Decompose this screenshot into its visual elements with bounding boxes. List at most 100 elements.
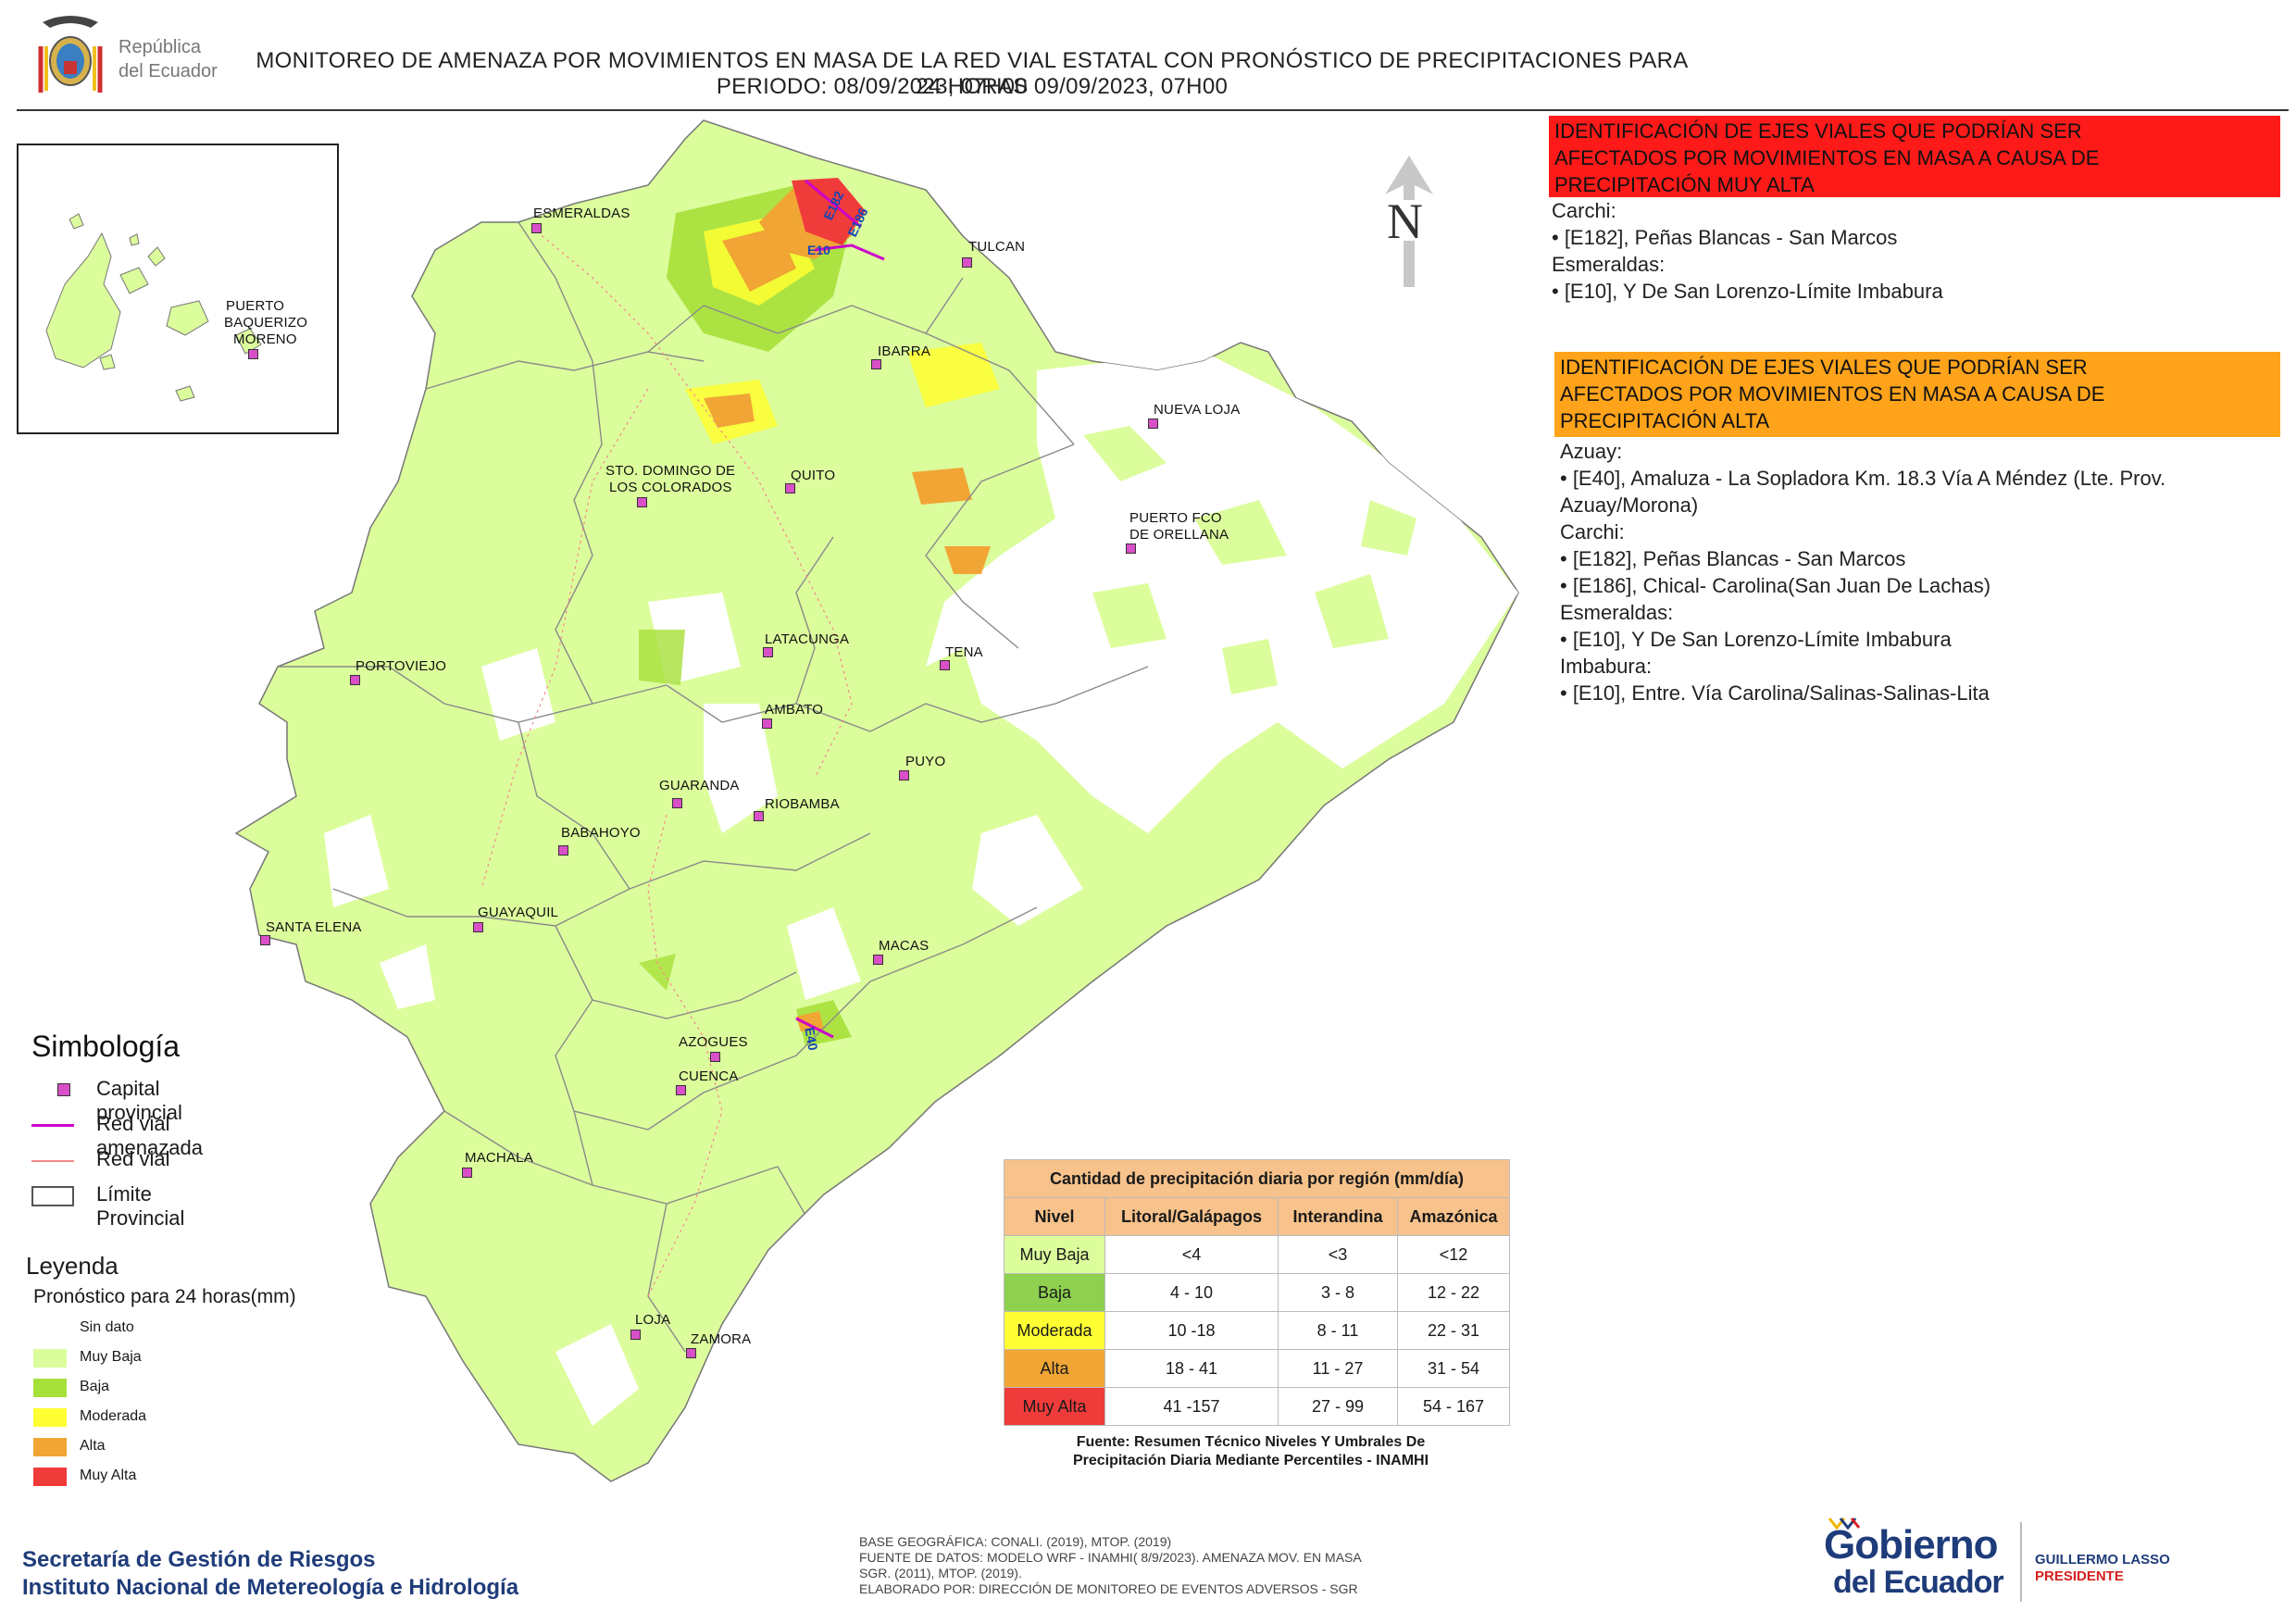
table-level-cell: Baja <box>1004 1273 1105 1312</box>
panel-line: Imbabura: <box>1560 655 1653 678</box>
capital-marker <box>248 349 258 359</box>
city-label: MACHALA <box>465 1150 533 1166</box>
table-level-cell: Alta <box>1004 1349 1105 1388</box>
leyenda-label: Alta <box>80 1438 106 1454</box>
map-period: PERIODO: 08/09/2023, 07H00 09/09/2023, 0… <box>716 74 1229 99</box>
coat-of-arms-icon <box>38 16 103 93</box>
city-label-puerto-baquerizo-2: BAQUERIZO <box>224 315 308 331</box>
table-cell: 31 - 54 <box>1397 1349 1510 1388</box>
leyenda-swatch <box>33 1438 67 1456</box>
source-line: ELABORADO POR: DIRECCIÓN DE MONITOREO DE… <box>859 1581 1358 1596</box>
table-header: Nivel <box>1004 1197 1105 1236</box>
gobierno-line1: Gobierno <box>1824 1522 1999 1568</box>
panel-red-header-line: AFECTADOS POR MOVIMIENTOS EN MASA A CAUS… <box>1554 146 2100 169</box>
table-row: Baja 4 - 10 3 - 8 12 - 22 <box>1004 1273 1510 1312</box>
simbologia-label: Límite Provincial <box>96 1182 185 1230</box>
city-label: GUAYAQUIL <box>478 905 559 920</box>
map-title: MONITOREO DE AMENAZA POR MOVIMIENTOS EN … <box>256 48 1689 99</box>
simbologia-item: Red vial amenazada <box>31 1108 203 1159</box>
source-line: BASE GEOGRÁFICA: CONALI. (2019), MTOP. (… <box>859 1534 1172 1549</box>
panel-orange-header-line: IDENTIFICACIÓN DE EJES VIALES QUE PODRÍA… <box>1560 356 2088 379</box>
capital-marker <box>531 223 542 233</box>
table-cell: 8 - 11 <box>1278 1311 1398 1350</box>
panel-red-body: Carchi: • [E182], Peñas Blancas - San Ma… <box>1552 197 1943 305</box>
simbologia-label: Red vial <box>96 1147 170 1170</box>
leyenda-label: Moderada <box>80 1408 147 1424</box>
panel-line: • [E10], Y De San Lorenzo-Límite Imbabur… <box>1552 280 1943 303</box>
republica-logo: República del Ecuador <box>33 9 237 102</box>
table-level-cell: Moderada <box>1004 1311 1105 1350</box>
table-cell: 27 - 99 <box>1278 1387 1398 1426</box>
capital-marker <box>763 647 773 657</box>
table-cell: 11 - 27 <box>1278 1349 1398 1388</box>
capital-symbol <box>31 1081 74 1099</box>
precipitation-table: Cantidad de precipitación diaria por reg… <box>1004 1159 1510 1426</box>
limite-provincial-symbol <box>31 1186 74 1206</box>
red-vial-symbol <box>31 1151 74 1169</box>
table-row: Muy Baja <4 <3 <12 <box>1004 1235 1510 1274</box>
city-label-puerto-baquerizo-1: PUERTO <box>226 298 285 314</box>
leyenda-item: Moderada <box>33 1403 296 1432</box>
table-cell: <12 <box>1397 1235 1510 1274</box>
city-label: ZAMORA <box>691 1331 752 1347</box>
table-cell: 3 - 8 <box>1278 1273 1398 1312</box>
city-label: PUYO <box>905 754 946 769</box>
city-label: DE ORELLANA <box>1129 527 1229 543</box>
capital-marker <box>462 1168 472 1178</box>
north-arrow: N <box>1381 152 1437 291</box>
table-title: Cantidad de precipitación diaria por reg… <box>1004 1159 1510 1198</box>
capital-marker <box>1148 418 1158 429</box>
no-data-areas <box>324 352 1518 1426</box>
panel-orange-header: IDENTIFICACIÓN DE EJES VIALES QUE PODRÍA… <box>1554 352 2280 437</box>
panel-orange-body: Azuay: • [E40], Amaluza - La Sopladora K… <box>1560 438 2165 706</box>
panel-orange-header-line: AFECTADOS POR MOVIMIENTOS EN MASA A CAUS… <box>1560 382 2105 406</box>
capital-marker <box>630 1330 641 1340</box>
table-source: Fuente: Resumen Técnico Niveles Y Umbral… <box>1004 1433 1498 1470</box>
capital-marker <box>350 675 360 685</box>
city-label: LATACUNGA <box>765 631 850 647</box>
city-label: PORTOVIEJO <box>356 658 447 674</box>
table-row: Muy Alta 41 -157 27 - 99 54 - 167 <box>1004 1387 1510 1426</box>
agency-sgr: Secretaría de Gestión de Riesgos <box>22 1547 376 1572</box>
city-label: LOJA <box>635 1312 671 1328</box>
table-cell: <3 <box>1278 1235 1398 1274</box>
city-label: IBARRA <box>878 344 931 359</box>
city-label: MACAS <box>879 938 930 954</box>
galapagos-map <box>45 213 262 402</box>
leyenda-title: Leyenda <box>26 1252 119 1280</box>
capital-marker <box>1126 543 1136 554</box>
city-label: NUEVA LOJA <box>1154 402 1241 418</box>
city-label: AMBATO <box>765 702 824 718</box>
panel-line: Esmeraldas: <box>1552 253 1666 276</box>
north-arrow-icon <box>1385 156 1433 287</box>
capital-marker <box>686 1348 696 1358</box>
leyenda-swatch <box>33 1408 67 1427</box>
city-label: BABAHOYO <box>561 825 641 841</box>
city-label: ESMERALDAS <box>533 206 630 221</box>
capital-marker <box>676 1085 686 1095</box>
capital-marker <box>785 483 795 493</box>
leyenda-swatch <box>33 1349 67 1368</box>
table-cell: <4 <box>1104 1235 1279 1274</box>
panel-line: Esmeraldas: <box>1560 601 1674 624</box>
agency-inamhi: Instituto Nacional de Metereología e Hid… <box>22 1575 519 1600</box>
logo-line2: del Ecuador <box>119 61 218 81</box>
leyenda-label: Muy Baja <box>80 1349 142 1365</box>
table-header: Litoral/Galápagos <box>1104 1197 1279 1236</box>
red-vial-amenazada-symbol <box>31 1116 74 1134</box>
city-label: LOS COLORADOS <box>609 480 732 495</box>
city-label-puerto-baquerizo-3: MORENO <box>233 331 297 347</box>
panel-red-header-line: PRECIPITACIÓN MUY ALTA <box>1554 173 1815 196</box>
table-cell: 10 -18 <box>1104 1311 1279 1350</box>
panel-line: Carchi: <box>1552 199 1616 222</box>
table-row: Alta 18 - 41 11 - 27 31 - 54 <box>1004 1349 1510 1388</box>
gobierno-line2: del Ecuador <box>1833 1565 2004 1600</box>
north-label: N <box>1387 194 1423 249</box>
simbologia-label: Capital provincial <box>96 1077 182 1124</box>
city-label: AZOGUES <box>679 1034 748 1050</box>
leyenda-item: Alta <box>33 1432 296 1462</box>
simbologia-item: Capital provincial <box>31 1073 182 1124</box>
leyenda-item: Baja <box>33 1373 296 1403</box>
capital-marker <box>710 1052 720 1062</box>
panel-line: Carchi: <box>1560 520 1625 543</box>
